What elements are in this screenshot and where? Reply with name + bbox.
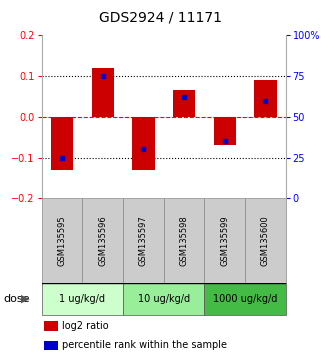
Text: dose: dose <box>3 294 30 304</box>
Bar <box>42 283 123 315</box>
Bar <box>164 198 204 283</box>
Text: GDS2924 / 11171: GDS2924 / 11171 <box>99 11 222 25</box>
Bar <box>91 68 114 117</box>
Text: percentile rank within the sample: percentile rank within the sample <box>63 341 228 350</box>
Bar <box>173 90 195 117</box>
Text: 1 ug/kg/d: 1 ug/kg/d <box>59 294 105 304</box>
Text: GSM135596: GSM135596 <box>98 215 107 266</box>
Bar <box>44 341 57 350</box>
Text: GSM135595: GSM135595 <box>57 215 66 266</box>
Bar <box>213 117 236 145</box>
Text: ▶: ▶ <box>21 294 29 304</box>
Text: GSM135598: GSM135598 <box>179 215 188 266</box>
Text: log2 ratio: log2 ratio <box>63 321 109 331</box>
Bar <box>123 283 204 315</box>
Bar <box>254 80 276 117</box>
Bar <box>204 198 245 283</box>
Bar <box>204 283 286 315</box>
Bar <box>245 198 286 283</box>
Bar <box>132 117 154 170</box>
Bar <box>51 117 73 170</box>
Text: GSM135600: GSM135600 <box>261 215 270 266</box>
Text: 1000 ug/kg/d: 1000 ug/kg/d <box>213 294 277 304</box>
Bar <box>42 198 82 283</box>
Bar <box>123 198 164 283</box>
Text: GSM135599: GSM135599 <box>220 215 229 266</box>
Bar <box>82 198 123 283</box>
Text: GSM135597: GSM135597 <box>139 215 148 266</box>
Text: 10 ug/kg/d: 10 ug/kg/d <box>138 294 190 304</box>
Bar <box>44 321 57 331</box>
